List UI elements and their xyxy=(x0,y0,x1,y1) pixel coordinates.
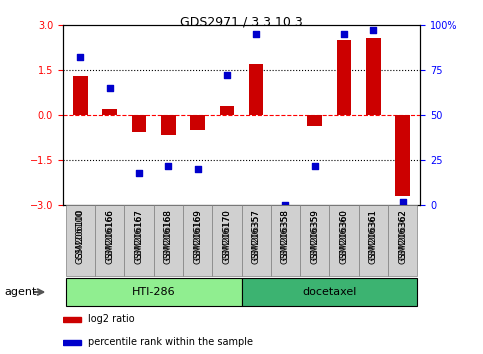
Point xyxy=(282,202,289,208)
Text: GDS2971 / 3.3.10.3: GDS2971 / 3.3.10.3 xyxy=(180,16,303,29)
Text: GSM206100: GSM206100 xyxy=(76,209,85,264)
Text: GSM206360: GSM206360 xyxy=(340,209,349,260)
Text: GSM206361: GSM206361 xyxy=(369,209,378,260)
Text: GSM206358: GSM206358 xyxy=(281,209,290,260)
FancyBboxPatch shape xyxy=(359,205,388,276)
Point xyxy=(311,163,319,169)
Text: GSM206166: GSM206166 xyxy=(105,209,114,264)
Text: GSM206358: GSM206358 xyxy=(281,209,290,264)
Text: GSM206359: GSM206359 xyxy=(310,209,319,259)
Text: GSM206170: GSM206170 xyxy=(222,209,231,259)
Point xyxy=(194,166,201,172)
Point xyxy=(164,163,172,169)
FancyBboxPatch shape xyxy=(329,205,359,276)
Text: GSM206168: GSM206168 xyxy=(164,209,173,264)
Bar xyxy=(249,64,263,115)
Bar xyxy=(366,38,381,115)
Text: GSM206100: GSM206100 xyxy=(76,209,85,259)
FancyBboxPatch shape xyxy=(66,278,242,306)
Bar xyxy=(63,317,81,322)
Bar xyxy=(161,115,176,135)
Bar xyxy=(220,106,234,115)
FancyBboxPatch shape xyxy=(300,205,329,276)
Text: GSM206168: GSM206168 xyxy=(164,209,173,260)
FancyBboxPatch shape xyxy=(183,205,212,276)
FancyBboxPatch shape xyxy=(388,205,417,276)
Text: GSM206169: GSM206169 xyxy=(193,209,202,259)
Text: percentile rank within the sample: percentile rank within the sample xyxy=(88,337,253,348)
Text: GSM206360: GSM206360 xyxy=(340,209,349,264)
Bar xyxy=(307,115,322,126)
Point xyxy=(252,31,260,37)
Point xyxy=(106,85,114,91)
Text: GSM206166: GSM206166 xyxy=(105,209,114,260)
Text: agent: agent xyxy=(5,287,37,297)
Bar xyxy=(73,76,88,115)
Text: GSM206357: GSM206357 xyxy=(252,209,261,264)
FancyBboxPatch shape xyxy=(271,205,300,276)
Bar xyxy=(190,115,205,130)
Text: GSM206170: GSM206170 xyxy=(222,209,231,264)
Text: docetaxel: docetaxel xyxy=(302,287,356,297)
Point xyxy=(223,73,231,78)
Bar xyxy=(395,115,410,196)
FancyBboxPatch shape xyxy=(242,205,271,276)
Point xyxy=(135,170,143,176)
FancyBboxPatch shape xyxy=(242,278,417,306)
Text: GSM206169: GSM206169 xyxy=(193,209,202,264)
FancyBboxPatch shape xyxy=(66,205,95,276)
Point xyxy=(76,55,84,60)
Text: GSM206167: GSM206167 xyxy=(134,209,143,264)
Bar xyxy=(102,109,117,115)
Text: GSM206167: GSM206167 xyxy=(134,209,143,260)
FancyBboxPatch shape xyxy=(212,205,242,276)
FancyBboxPatch shape xyxy=(124,205,154,276)
Text: HTI-286: HTI-286 xyxy=(132,287,175,297)
Text: GSM206362: GSM206362 xyxy=(398,209,407,264)
Text: GSM206361: GSM206361 xyxy=(369,209,378,264)
FancyBboxPatch shape xyxy=(95,205,124,276)
Point xyxy=(340,31,348,37)
Bar xyxy=(132,115,146,132)
Bar xyxy=(337,40,351,115)
Text: GSM206362: GSM206362 xyxy=(398,209,407,260)
Bar xyxy=(63,340,81,345)
Text: GSM206359: GSM206359 xyxy=(310,209,319,264)
Text: log2 ratio: log2 ratio xyxy=(88,314,134,325)
Point xyxy=(369,27,377,33)
FancyBboxPatch shape xyxy=(154,205,183,276)
Point xyxy=(399,199,407,205)
Text: GSM206357: GSM206357 xyxy=(252,209,261,260)
